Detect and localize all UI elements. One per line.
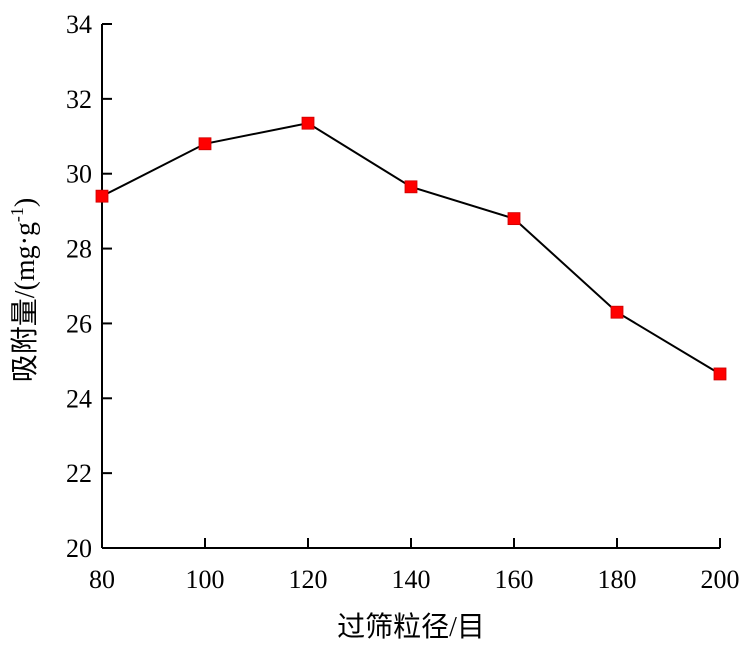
x-tick-label: 80: [89, 565, 115, 594]
y-axis-title-close: ): [10, 198, 41, 207]
series-line-group: [101, 122, 721, 375]
x-tick-label: 120: [289, 565, 328, 594]
x-tick-label: 200: [701, 565, 740, 594]
y-tick-label: 28: [66, 235, 92, 264]
x-tick-label: 160: [495, 565, 534, 594]
y-tick-label: 32: [66, 85, 92, 114]
axes: [101, 24, 720, 549]
data-point: [507, 212, 521, 226]
y-tick-label: 20: [66, 534, 92, 563]
data-point: [301, 116, 315, 130]
y-axis-title-superscript: -1: [7, 207, 27, 222]
y-axis-title-main: 吸附量/(mg·g: [9, 222, 41, 382]
y-tick-label: 22: [66, 459, 92, 488]
x-tick-label: 180: [598, 565, 637, 594]
data-point: [610, 305, 624, 319]
y-axis-title: 吸附量/(mg·g-1): [7, 198, 41, 383]
data-point: [404, 180, 418, 194]
data-point: [713, 367, 727, 381]
x-axis-title: 过筛粒径/目: [337, 611, 485, 643]
data-point: [198, 137, 212, 151]
y-tick-label: 24: [66, 384, 92, 413]
markers: [95, 116, 727, 381]
series-line: [101, 122, 721, 375]
data-point: [95, 189, 109, 203]
y-tick-label: 30: [66, 160, 92, 189]
y-tick-label: 26: [66, 309, 92, 338]
x-tick-label: 140: [392, 565, 431, 594]
x-tick-label: 100: [186, 565, 225, 594]
y-tick-label: 34: [66, 10, 92, 39]
ticks: 20 22 24 26 28 30 32 34 80 100 120 140 160 180 200: [66, 10, 740, 594]
